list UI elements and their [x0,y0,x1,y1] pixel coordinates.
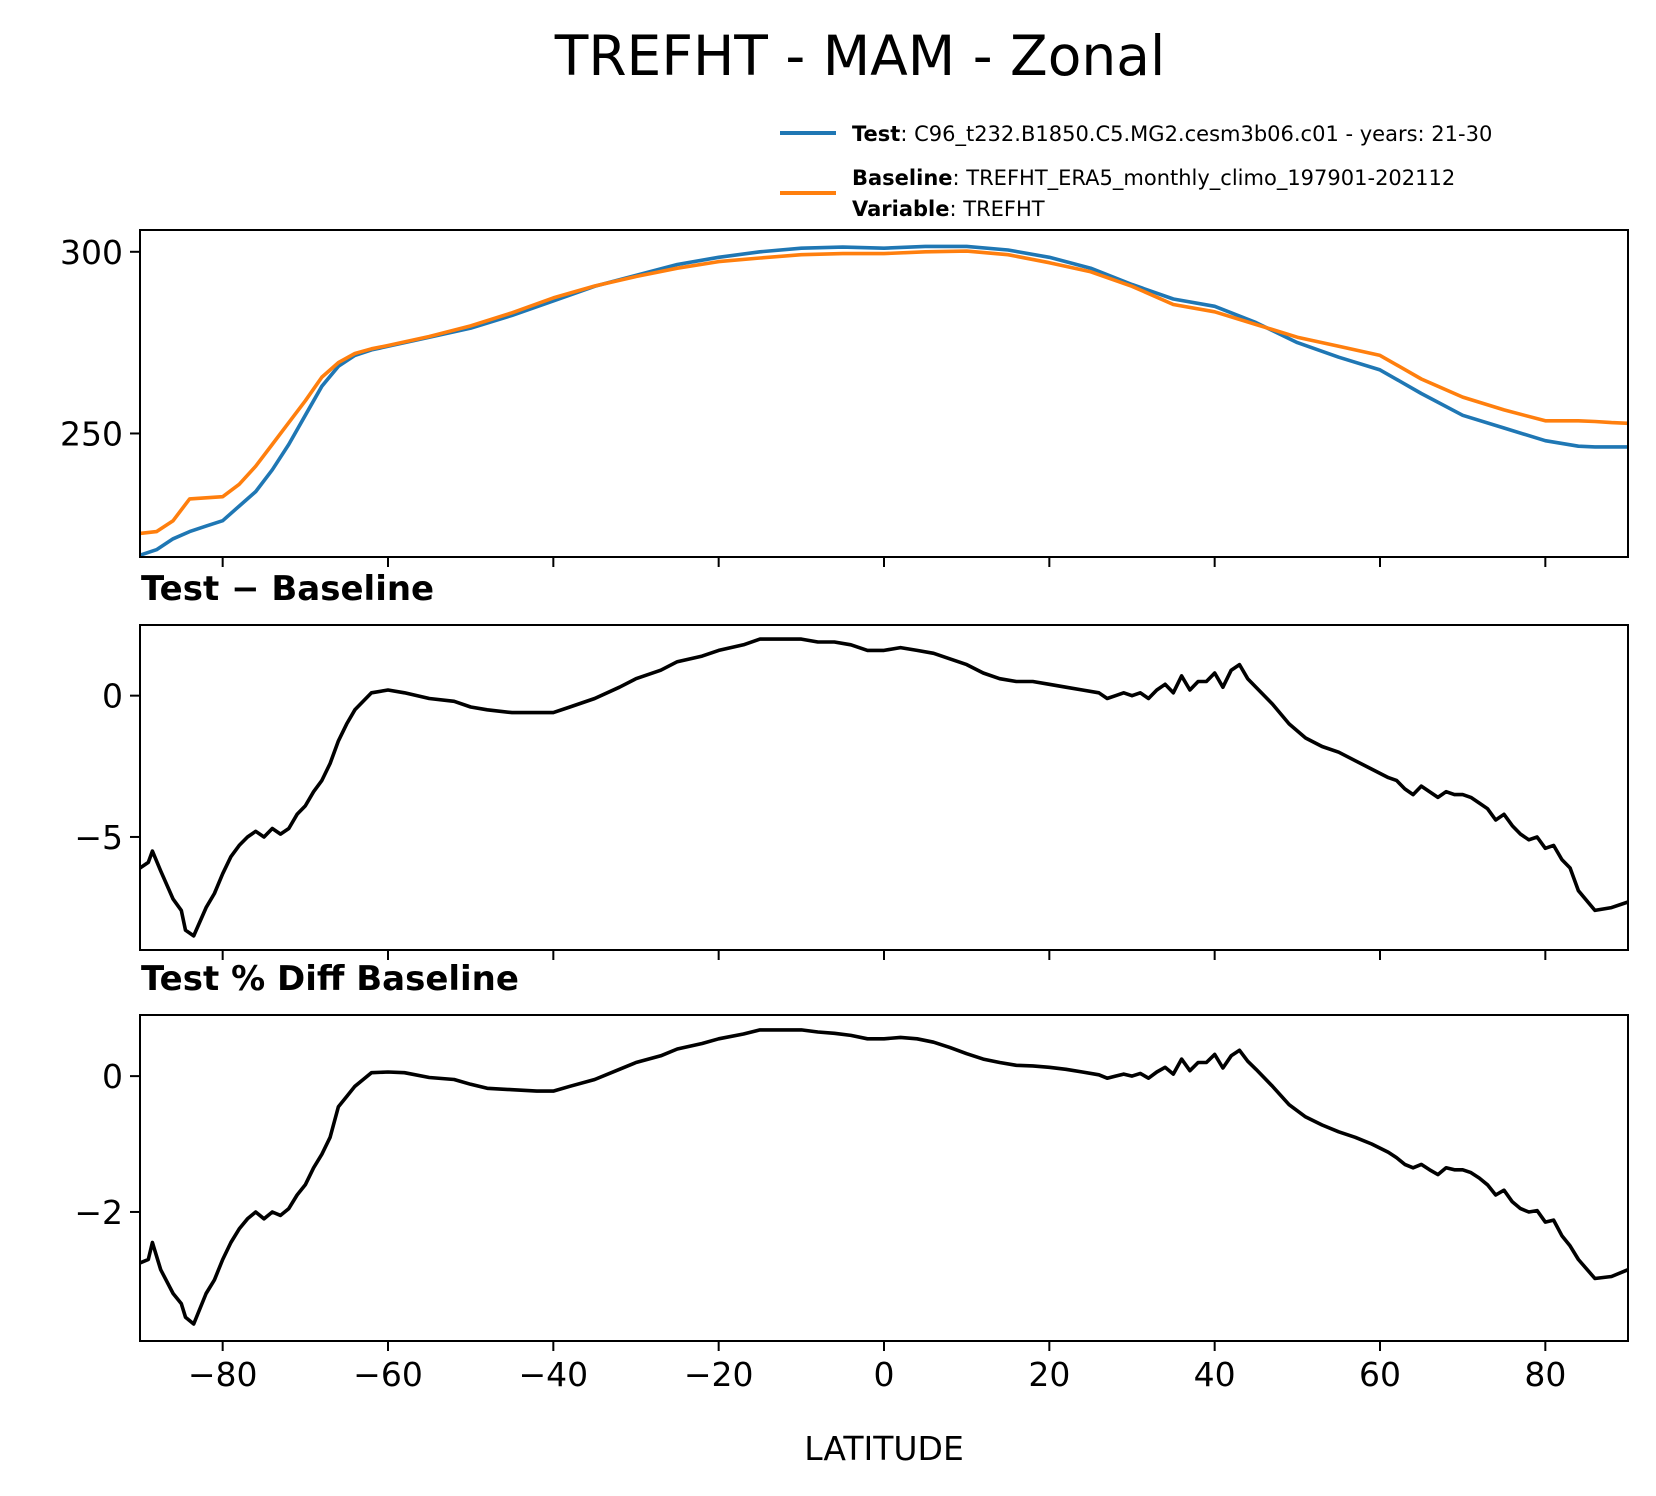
y-tick-label: 300 [60,233,123,272]
x-tick-label: 80 [1524,1355,1566,1394]
legend-test-key: Test [852,122,900,146]
y-tick-label: −5 [74,818,123,857]
legend-variable-key: Variable [852,197,949,221]
series-line-test [139,244,1628,557]
y-tick-label: 0 [102,1057,123,1096]
plot-frame [139,1014,1629,1342]
panel-title: Test − Baseline [141,569,434,609]
panel-difference: −5 0 Test − Baseline [74,569,1629,960]
x-tick-label: −40 [519,1355,589,1394]
legend: Test: C96_t232.B1850.C5.MG2.cesm3b06.c01… [780,122,1492,221]
series-line-baseline [139,249,1629,536]
x-tick-label: 60 [1359,1355,1401,1394]
x-axis-label: LATITUDE [804,1429,964,1468]
y-tick-label: −2 [74,1193,123,1232]
x-tick-label: −80 [188,1355,258,1394]
figure-title: TREFHT - MAM - Zonal [554,24,1165,88]
legend-baseline-text: : TREFHT_ERA5_monthly_climo_197901-20211… [953,166,1456,191]
y-tick-label: 250 [60,414,123,453]
legend-test-text: : C96_t232.B1850.C5.MG2.cesm3b06.c01 - y… [900,122,1492,147]
x-tick-label: 40 [1194,1355,1236,1394]
panel-title: Test % Diff Baseline [141,959,519,999]
x-tick-label: 20 [1028,1355,1070,1394]
legend-variable-label: Variable: TREFHT [852,197,1045,221]
plot-frame [139,229,1629,558]
y-tick-label: 0 [102,677,123,716]
legend-baseline-key: Baseline [852,166,953,190]
legend-baseline-label: Baseline: TREFHT_ERA5_monthly_climo_1979… [852,166,1455,191]
panel-zonal-mean: 250 300 [60,229,1629,567]
series-line-difference [139,1028,1629,1326]
x-tick-label: 0 [874,1355,895,1394]
series-line-difference [138,637,1629,938]
x-tick-label: −60 [353,1355,423,1394]
x-tick-label: −20 [684,1355,754,1394]
legend-test-label: Test: C96_t232.B1850.C5.MG2.cesm3b06.c01… [852,122,1492,147]
legend-variable-text: : TREFHT [949,197,1044,221]
